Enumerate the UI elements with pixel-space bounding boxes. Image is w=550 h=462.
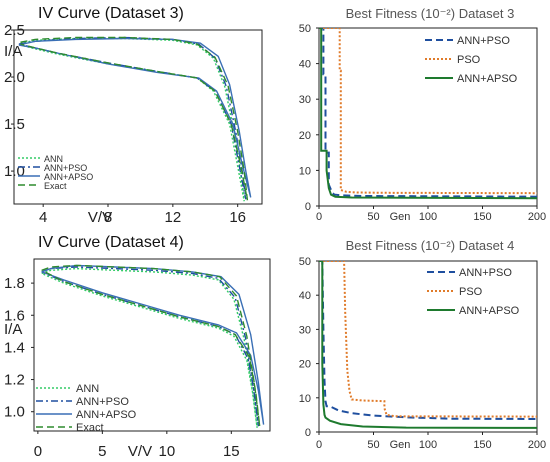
x-tick-label: 200	[528, 439, 546, 451]
y-tick-label: 40	[299, 290, 311, 302]
chart-title: IV Curve (Dataset 3)	[38, 5, 184, 22]
iv-curve-dataset4-panel: IV Curve (Dataset 4) 1.8 1.6 1.4 1.2 1.0 0 5 10 1…	[0, 231, 275, 462]
series-line-ann-pso	[319, 28, 537, 198]
x-tick-label: 0	[34, 443, 42, 460]
x-tick-label: 150	[473, 439, 491, 451]
plot-frame	[13, 29, 263, 205]
x-axis-label: Gen	[390, 439, 411, 451]
x-tick-label: 50	[367, 439, 379, 451]
chart-title: Best Fitness (10⁻²) Dataset 4	[346, 238, 515, 253]
legend-label: ANN	[76, 383, 99, 395]
series-line-ann-pso	[18, 36, 247, 200]
y-tick-label: 1.0	[4, 404, 25, 421]
x-axis-label: V/V	[88, 209, 112, 226]
series-line-ann-apso	[41, 264, 265, 425]
x-tick-label: 15	[223, 443, 240, 460]
legend-label: ANN+APSO	[457, 73, 518, 85]
legend-label: Exact	[44, 181, 67, 191]
chart-title: IV Curve (Dataset 4)	[38, 234, 184, 251]
series-line-pso	[319, 28, 537, 195]
x-tick-label: 150	[473, 211, 491, 223]
legend-label: ANN+APSO	[76, 409, 137, 421]
y-tick-label: 1.6	[4, 307, 25, 324]
chart-title: Best Fitness (10⁻²) Dataset 3	[346, 6, 515, 21]
y-tick-label: 1.4	[4, 339, 25, 356]
y-axis-label: I/A	[4, 43, 22, 60]
x-tick-label: 16	[229, 209, 246, 226]
x-tick-label: 100	[419, 439, 437, 451]
plot-frame	[318, 27, 538, 207]
plot-frame	[318, 260, 538, 433]
y-tick-label: 30	[299, 94, 311, 106]
series-line-ann-apso	[319, 261, 537, 429]
x-tick-label: 0	[316, 439, 322, 451]
x-tick-label: 10	[158, 443, 175, 460]
y-tick-label: 50	[299, 23, 311, 35]
x-axis-label: V/V	[128, 443, 152, 460]
legend-label: PSO	[457, 54, 481, 66]
legend-label: Exact	[76, 422, 104, 434]
legend-label: ANN	[44, 154, 63, 164]
y-tick-label: 40	[299, 59, 311, 71]
x-axis-label: Gen	[390, 211, 411, 223]
legend-label: ANN+APSO	[44, 172, 93, 182]
y-tick-label: 2.5	[4, 22, 25, 39]
y-tick-label: 10	[299, 165, 311, 177]
x-tick-label: 5	[98, 443, 106, 460]
y-tick-label: 20	[299, 130, 311, 142]
best-fitness-dataset3-panel: Best Fitness (10⁻²) Dataset 3 0 10 20 30 40 50…	[275, 0, 550, 231]
series-line-ann-apso	[319, 28, 537, 200]
series-line-ann-pso	[41, 266, 260, 427]
iv-curve-dataset3-panel: IV Curve (Dataset 3) 2.5 2.0 1.5 1.0 4 8 12 16 V/…	[0, 0, 275, 231]
legend-label: ANN+PSO	[457, 35, 510, 47]
y-axis-label: I/A	[4, 321, 22, 338]
y-tick-label: 2.0	[4, 69, 25, 86]
best-fitness-dataset3-chart: Best Fitness (10⁻²) Dataset 3 0 10 20 30 40 50…	[299, 6, 546, 223]
series-line-ann	[41, 267, 258, 428]
y-tick-label: 1.8	[4, 275, 25, 292]
x-tick-label: 12	[165, 209, 182, 226]
y-tick-label: 30	[299, 324, 311, 336]
y-tick-label: 1.2	[4, 372, 25, 389]
series-line-ann-apso	[18, 37, 252, 198]
y-tick-label: 1.5	[4, 116, 25, 133]
series-line-pso	[319, 261, 537, 418]
y-tick-label: 0	[305, 201, 311, 213]
series-line-ann-pso	[319, 261, 537, 420]
legend-label: PSO	[459, 286, 483, 298]
best-fitness-dataset4-panel: Best Fitness (10⁻²) Dataset 4 0 10 20 30 40 50…	[275, 231, 550, 462]
plot-frame	[33, 258, 271, 432]
x-tick-label: 50	[367, 211, 379, 223]
y-tick-label: 10	[299, 393, 311, 405]
x-tick-label: 0	[316, 211, 322, 223]
best-fitness-dataset4-chart: Best Fitness (10⁻²) Dataset 4 0 10 20 30 40 50…	[299, 238, 546, 451]
y-tick-label: 0	[305, 427, 311, 439]
x-tick-label: 200	[528, 211, 546, 223]
series-line-exact	[20, 36, 249, 201]
legend-label: ANN+APSO	[459, 305, 520, 317]
legend-label: ANN+PSO	[44, 163, 87, 173]
series-line-exact	[41, 264, 261, 427]
iv-curve-dataset3-chart: IV Curve (Dataset 3) 2.5 2.0 1.5 1.0 4 8 12 16 V/…	[4, 5, 263, 226]
legend-label: ANN+PSO	[459, 267, 512, 279]
y-tick-label: 20	[299, 359, 311, 371]
x-tick-label: 8	[104, 209, 112, 226]
y-tick-label: 50	[299, 256, 311, 268]
y-tick-label: 1.0	[4, 163, 25, 180]
x-tick-label: 4	[39, 209, 47, 226]
iv-curve-dataset4-chart: IV Curve (Dataset 4) 1.8 1.6 1.4 1.2 1.0 0 5 10 1…	[4, 234, 271, 460]
legend-label: ANN+PSO	[76, 396, 129, 408]
x-tick-label: 100	[419, 211, 437, 223]
